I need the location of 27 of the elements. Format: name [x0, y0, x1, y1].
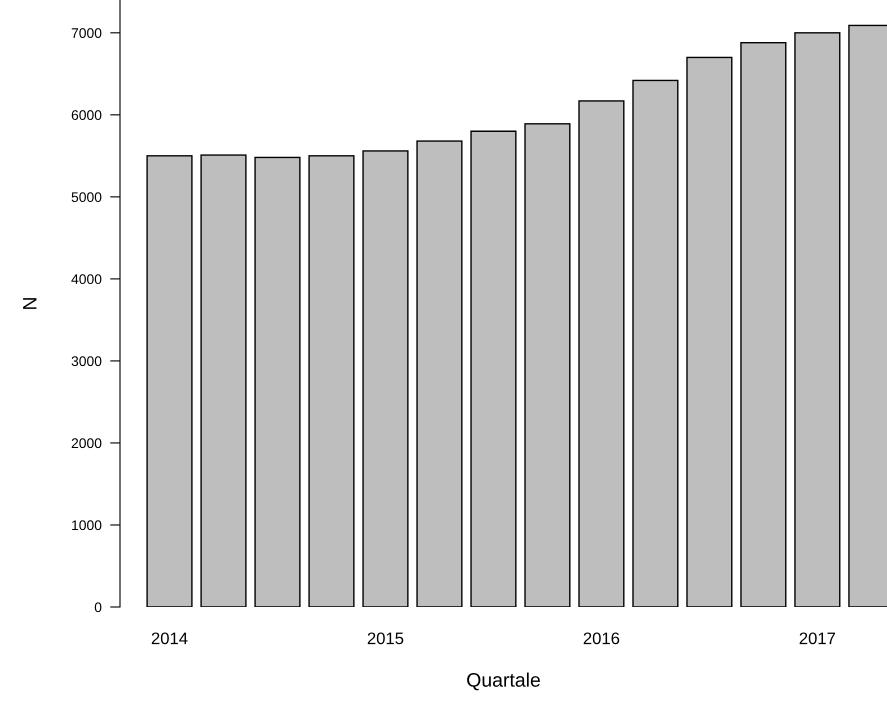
bar: [200, 154, 247, 607]
x-tick-label: 2017: [800, 632, 836, 644]
x-tick-label: 2014: [152, 632, 188, 644]
x-tick-label: 2016: [584, 632, 620, 644]
bar: [794, 32, 840, 607]
bar: [470, 130, 517, 607]
bar: [254, 156, 301, 607]
y-tick-label: 7000: [72, 28, 102, 38]
x-axis-title: Quartale: [467, 672, 540, 690]
y-tick-label: 0: [94, 602, 102, 612]
bar: [632, 80, 678, 607]
bar: [308, 155, 355, 607]
y-tick-label: 2000: [72, 438, 102, 448]
bar: [416, 140, 463, 607]
y-tick-label: 4000: [71, 274, 102, 284]
y-tick-label: 5000: [72, 192, 102, 202]
y-tick-label: 6000: [72, 110, 102, 120]
bar: [146, 155, 193, 607]
bar: [686, 56, 732, 607]
bar: [362, 150, 409, 607]
y-axis-title: N: [23, 298, 36, 309]
bar: [578, 100, 625, 607]
bar: [524, 123, 571, 607]
y-tick-label: 1000: [72, 520, 102, 530]
x-tick-label: 2015: [368, 632, 404, 644]
bar: [740, 42, 786, 607]
y-tick-label: 3000: [72, 356, 102, 366]
